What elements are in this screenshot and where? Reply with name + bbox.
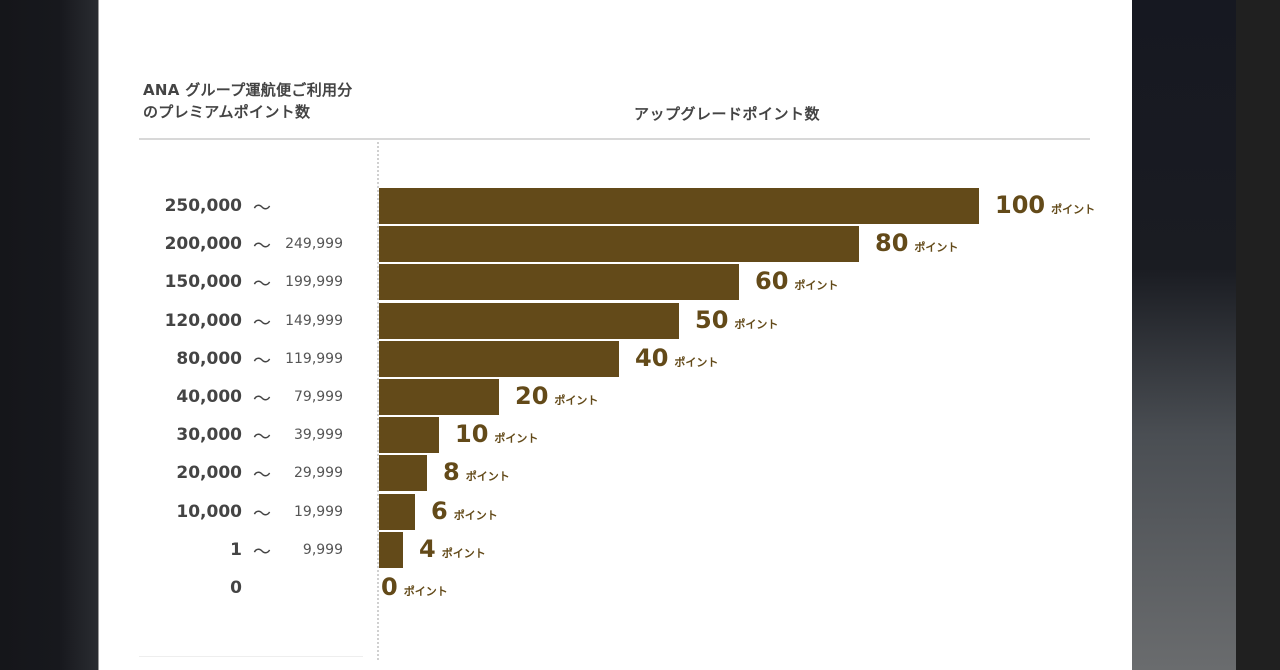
bar-value-label: 100 ポイント: [995, 191, 1095, 219]
chart-row: 30,000 ～ 39,999 10 ポイント: [0, 417, 1280, 454]
range-to-label: 249,999: [285, 236, 343, 253]
range-from-label: 10,000: [176, 501, 242, 522]
background-left: [0, 0, 98, 670]
bar-value-label: 60 ポイント: [755, 267, 838, 295]
range-to-label: 19,999: [294, 503, 343, 520]
range-tilde: ～: [253, 274, 271, 296]
range-from-label: 80,000: [176, 348, 242, 369]
bottom-divider: [139, 656, 363, 657]
bar: [379, 455, 427, 492]
bar-value-number: 10: [455, 420, 489, 449]
background-far-right: [1236, 0, 1280, 670]
y-axis-header-line2: のプレミアムポイント数: [143, 103, 311, 121]
bar: [379, 188, 979, 224]
chart-row: 120,000 ～ 149,999 50 ポイント: [0, 302, 1280, 339]
range-tilde: ～: [253, 541, 271, 563]
bar: [379, 226, 859, 263]
y-axis-header-line1: ANA グループ運航便ご利用分: [143, 81, 353, 99]
bar-value-label: 0 ポイント: [381, 573, 448, 601]
axis-divider: [377, 142, 379, 660]
bar-value-number: 80: [875, 229, 909, 258]
bar-value-label: 80 ポイント: [875, 229, 958, 257]
range-from-label: 200,000: [164, 234, 242, 255]
range-tilde: ～: [253, 350, 271, 372]
bar-value-unit: ポイント: [734, 317, 779, 331]
chart-row: 0 0 ポイント: [0, 570, 1280, 606]
bar-value-label: 10 ポイント: [455, 420, 538, 448]
range-from-label: 20,000: [176, 463, 242, 484]
bar-value-unit: ポイント: [554, 394, 599, 407]
chart-row: 250,000 ～ 100 ポイント: [0, 188, 1280, 224]
range-from-label: 40,000: [176, 387, 242, 407]
background-right: [1131, 0, 1236, 670]
bar-value-unit: ポイント: [914, 241, 959, 255]
chart-row: 150,000 ～ 199,999 60 ポイント: [0, 264, 1280, 301]
bar-value-number: 8: [443, 458, 460, 487]
bar-value-label: 4 ポイント: [419, 535, 486, 563]
bar-value-number: 0: [381, 573, 398, 601]
range-tilde: ～: [253, 236, 271, 258]
range-from-label: 1: [230, 539, 242, 560]
bar-value-unit: ポイント: [403, 585, 448, 598]
range-to-label: 29,999: [294, 465, 343, 482]
bar-value-number: 40: [635, 343, 669, 372]
chart-row: 80,000 ～ 119,999 40 ポイント: [0, 340, 1280, 377]
range-from-label: 250,000: [164, 196, 242, 216]
range-from-label: 150,000: [164, 272, 242, 293]
bar-value-unit: ポイント: [441, 546, 486, 560]
bar: [379, 417, 439, 454]
chart-row: 1 ～ 9,999 4 ポイント: [0, 531, 1280, 568]
chart-row: 200,000 ～ 249,999 80 ポイント: [0, 226, 1280, 263]
bar-value-label: 6 ポイント: [431, 497, 498, 525]
bar-value-label: 8 ポイント: [443, 458, 510, 486]
range-tilde: ～: [253, 389, 271, 410]
y-axis-header: ANA グループ運航便ご利用分 のプレミアムポイント数: [143, 79, 353, 123]
range-to-label: 149,999: [285, 312, 343, 329]
bar-value-unit: ポイント: [453, 508, 498, 522]
x-axis-header: アップグレードポイント数: [634, 105, 821, 123]
bar-value-unit: ポイント: [794, 279, 839, 293]
bar: [379, 264, 739, 301]
bar-value-number: 20: [515, 382, 549, 410]
bar-value-unit: ポイント: [494, 432, 539, 446]
chart-row: 20,000 ～ 29,999 8 ポイント: [0, 455, 1280, 492]
bar-value-number: 60: [755, 267, 789, 296]
range-tilde: ～: [253, 465, 271, 487]
bar-value-unit: ポイント: [674, 355, 719, 369]
bar-value-unit: ポイント: [465, 470, 510, 484]
bar-value-number: 4: [419, 534, 436, 563]
range-from-label: 30,000: [176, 425, 242, 446]
range-to-label: 199,999: [285, 274, 343, 291]
range-tilde: ～: [253, 503, 271, 525]
range-to-label: 9,999: [302, 541, 343, 558]
bar-value-number: 50: [695, 305, 729, 334]
bar: [379, 302, 679, 339]
bar-value-number: 6: [431, 496, 448, 525]
bar-value-number: 100: [995, 191, 1046, 219]
bar: [379, 493, 415, 530]
bar: [379, 340, 619, 377]
range-tilde: ～: [253, 312, 271, 334]
bar-value-label: 20 ポイント: [515, 382, 598, 410]
range-tilde: ～: [253, 427, 271, 449]
bar: [379, 531, 403, 568]
bar-value-label: 40 ポイント: [635, 344, 718, 372]
header-divider: [139, 138, 1090, 140]
chart-row: 40,000 ～ 79,999 20 ポイント: [0, 379, 1280, 415]
range-to-label: 79,999: [294, 389, 343, 405]
range-to-label: 39,999: [294, 427, 343, 444]
range-from-label: 0: [230, 578, 242, 598]
bar-value-label: 50 ポイント: [695, 306, 778, 334]
range-to-label: 119,999: [285, 350, 343, 367]
range-from-label: 120,000: [164, 310, 242, 331]
bar-value-unit: ポイント: [1051, 203, 1096, 216]
range-tilde: ～: [253, 198, 271, 219]
bar: [379, 379, 499, 415]
chart-row: 10,000 ～ 19,999 6 ポイント: [0, 493, 1280, 530]
